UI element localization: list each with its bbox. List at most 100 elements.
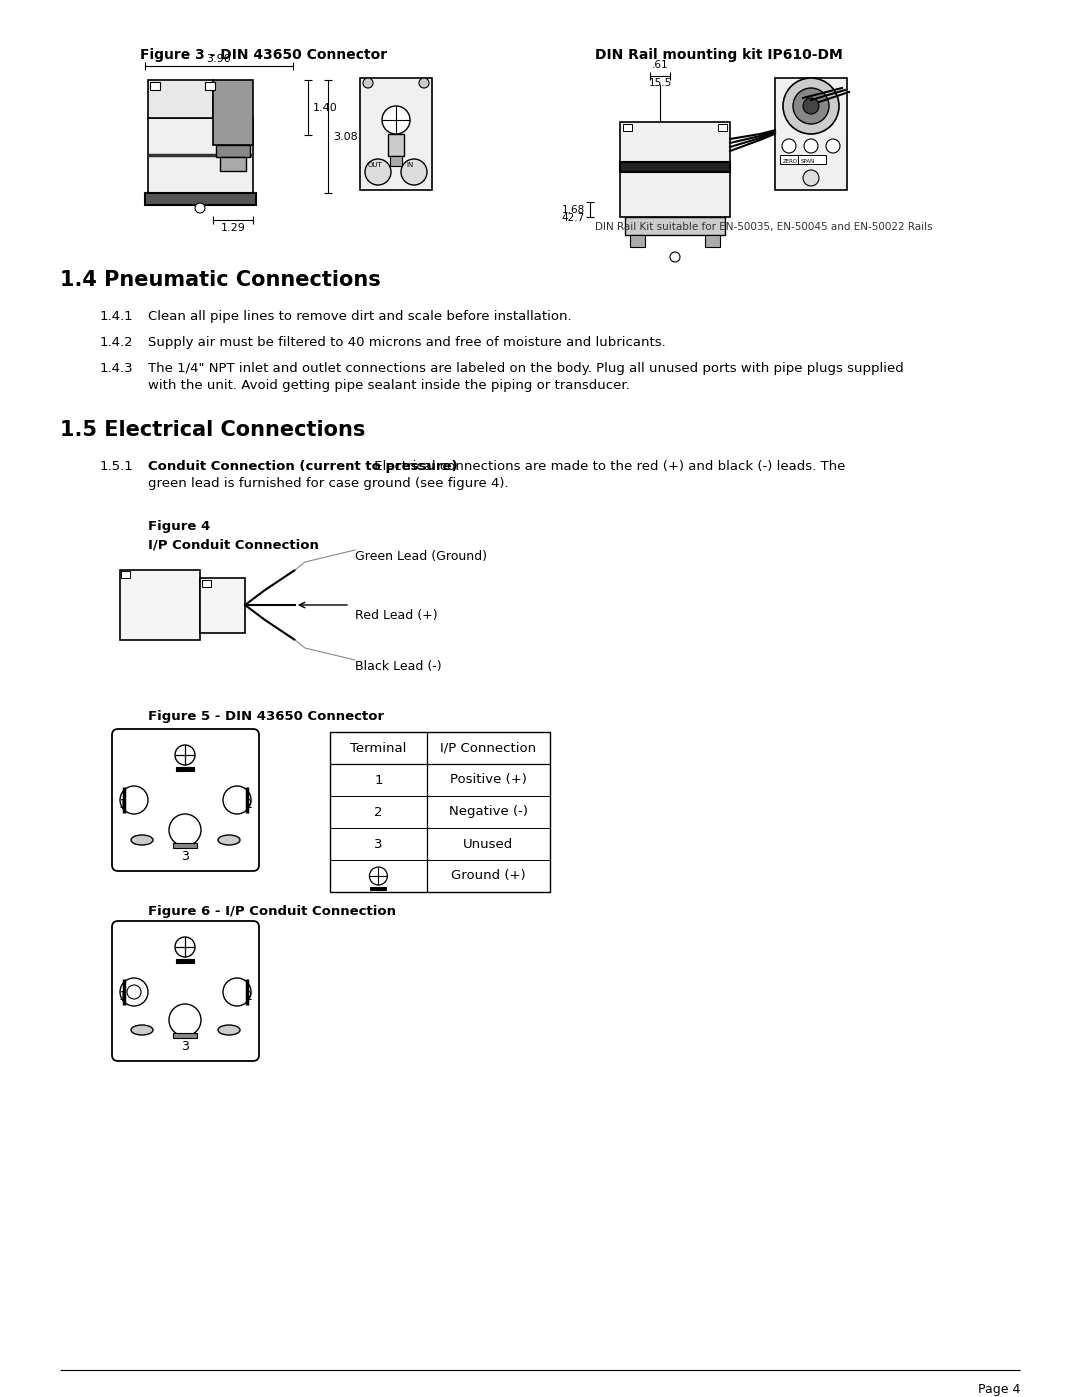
Text: Supply air must be filtered to 40 microns and free of moisture and lubricants.: Supply air must be filtered to 40 micron… bbox=[148, 337, 665, 349]
Text: Figure 6 - I/P Conduit Connection: Figure 6 - I/P Conduit Connection bbox=[148, 905, 396, 918]
Text: 1: 1 bbox=[119, 799, 127, 812]
Text: DIN Rail mounting kit IP610-DM: DIN Rail mounting kit IP610-DM bbox=[595, 47, 842, 61]
Ellipse shape bbox=[131, 1025, 153, 1035]
Bar bbox=[388, 134, 404, 156]
Text: 1.68: 1.68 bbox=[562, 205, 585, 215]
Bar bbox=[200, 578, 245, 633]
Text: 1.29: 1.29 bbox=[220, 224, 245, 233]
Text: 1: 1 bbox=[374, 774, 382, 787]
Text: Page 4: Page 4 bbox=[977, 1383, 1020, 1396]
Text: with the unit. Avoid getting pipe sealant inside the piping or transducer.: with the unit. Avoid getting pipe sealan… bbox=[148, 379, 630, 393]
Text: I/P Connection: I/P Connection bbox=[441, 742, 537, 754]
Circle shape bbox=[783, 78, 839, 134]
Text: 3: 3 bbox=[181, 1041, 189, 1053]
Circle shape bbox=[826, 138, 840, 154]
Text: Ground (+): Ground (+) bbox=[451, 869, 526, 883]
Text: Electrical connections are made to the red (+) and black (-) leads. The: Electrical connections are made to the r… bbox=[370, 460, 846, 474]
Text: IN: IN bbox=[406, 162, 414, 168]
Circle shape bbox=[365, 159, 391, 184]
Bar bbox=[623, 124, 632, 131]
Bar bbox=[360, 78, 432, 190]
Bar bbox=[625, 217, 725, 235]
Bar bbox=[213, 80, 253, 145]
Circle shape bbox=[195, 203, 205, 212]
FancyBboxPatch shape bbox=[112, 921, 259, 1060]
Bar bbox=[173, 1032, 197, 1038]
Text: 15.5: 15.5 bbox=[648, 78, 672, 88]
Bar bbox=[205, 82, 215, 89]
Text: Clean all pipe lines to remove dirt and scale before installation.: Clean all pipe lines to remove dirt and … bbox=[148, 310, 571, 323]
Text: The 1/4" NPT inlet and outlet connections are labeled on the body. Plug all unus: The 1/4" NPT inlet and outlet connection… bbox=[148, 362, 904, 374]
Circle shape bbox=[401, 159, 427, 184]
Text: Green Lead (Ground): Green Lead (Ground) bbox=[355, 550, 487, 563]
Text: Negative (-): Negative (-) bbox=[449, 806, 528, 819]
Text: 1.4.1: 1.4.1 bbox=[100, 310, 134, 323]
Text: 42.7: 42.7 bbox=[562, 212, 585, 224]
Circle shape bbox=[804, 98, 819, 115]
Text: 1.5.1: 1.5.1 bbox=[100, 460, 134, 474]
Bar bbox=[202, 580, 211, 587]
Text: Conduit Connection (current to pressure): Conduit Connection (current to pressure) bbox=[148, 460, 458, 474]
FancyBboxPatch shape bbox=[112, 729, 259, 870]
Bar bbox=[120, 570, 200, 640]
Text: 3.08: 3.08 bbox=[333, 131, 357, 142]
Bar bbox=[705, 235, 720, 247]
Bar bbox=[176, 767, 194, 771]
Ellipse shape bbox=[218, 1025, 240, 1035]
Bar bbox=[121, 571, 130, 578]
Bar bbox=[148, 117, 253, 193]
Text: ZERO: ZERO bbox=[783, 159, 798, 163]
Text: Figure 4: Figure 4 bbox=[148, 520, 211, 534]
Text: SPAN: SPAN bbox=[801, 159, 815, 163]
Bar bbox=[718, 124, 727, 131]
Text: 1.4 Pneumatic Connections: 1.4 Pneumatic Connections bbox=[60, 270, 381, 291]
Text: 1.40: 1.40 bbox=[313, 103, 338, 113]
Bar bbox=[620, 162, 730, 172]
Text: 3: 3 bbox=[181, 851, 189, 863]
Circle shape bbox=[804, 170, 819, 186]
Text: 2: 2 bbox=[244, 990, 252, 1003]
Bar bbox=[148, 80, 213, 117]
Bar bbox=[220, 156, 246, 170]
Circle shape bbox=[363, 78, 373, 88]
Text: Unused: Unused bbox=[463, 837, 513, 851]
Circle shape bbox=[419, 78, 429, 88]
Text: 1.4.2: 1.4.2 bbox=[100, 337, 134, 349]
Text: Positive (+): Positive (+) bbox=[450, 774, 527, 787]
Text: Figure 5 - DIN 43650 Connector: Figure 5 - DIN 43650 Connector bbox=[148, 710, 384, 724]
Text: DIN Rail Kit suitable for EN-50035, EN-50045 and EN-50022 Rails: DIN Rail Kit suitable for EN-50035, EN-5… bbox=[595, 222, 933, 232]
Bar bbox=[620, 122, 730, 217]
Text: 2: 2 bbox=[374, 806, 382, 819]
Text: 3: 3 bbox=[374, 837, 382, 851]
Bar bbox=[173, 842, 197, 848]
Bar bbox=[330, 732, 550, 893]
Bar bbox=[150, 82, 160, 89]
Text: 1.4.3: 1.4.3 bbox=[100, 362, 134, 374]
Text: OUT: OUT bbox=[368, 162, 382, 168]
Text: 1: 1 bbox=[119, 990, 127, 1003]
Bar bbox=[798, 155, 826, 163]
Bar bbox=[370, 887, 387, 890]
Text: Red Lead (+): Red Lead (+) bbox=[355, 609, 437, 622]
Bar bbox=[216, 145, 249, 156]
Text: green lead is furnished for case ground (see figure 4).: green lead is furnished for case ground … bbox=[148, 476, 509, 490]
Bar bbox=[630, 235, 645, 247]
Bar bbox=[780, 155, 810, 163]
Text: Figure 3 - DIN 43650 Connector: Figure 3 - DIN 43650 Connector bbox=[140, 47, 387, 61]
Text: .61: .61 bbox=[651, 60, 669, 70]
Text: 3.90: 3.90 bbox=[206, 54, 231, 64]
Bar bbox=[145, 193, 256, 205]
Text: 1.5 Electrical Connections: 1.5 Electrical Connections bbox=[60, 420, 365, 440]
Circle shape bbox=[804, 138, 818, 154]
Text: 2: 2 bbox=[244, 799, 252, 812]
Circle shape bbox=[782, 138, 796, 154]
Bar bbox=[176, 958, 194, 963]
Ellipse shape bbox=[218, 835, 240, 845]
Text: Terminal: Terminal bbox=[350, 742, 406, 754]
Text: Black Lead (-): Black Lead (-) bbox=[355, 659, 442, 673]
Bar bbox=[390, 156, 402, 166]
Ellipse shape bbox=[131, 835, 153, 845]
Text: I/P Conduit Connection: I/P Conduit Connection bbox=[148, 538, 319, 550]
Circle shape bbox=[793, 88, 829, 124]
Circle shape bbox=[382, 106, 410, 134]
